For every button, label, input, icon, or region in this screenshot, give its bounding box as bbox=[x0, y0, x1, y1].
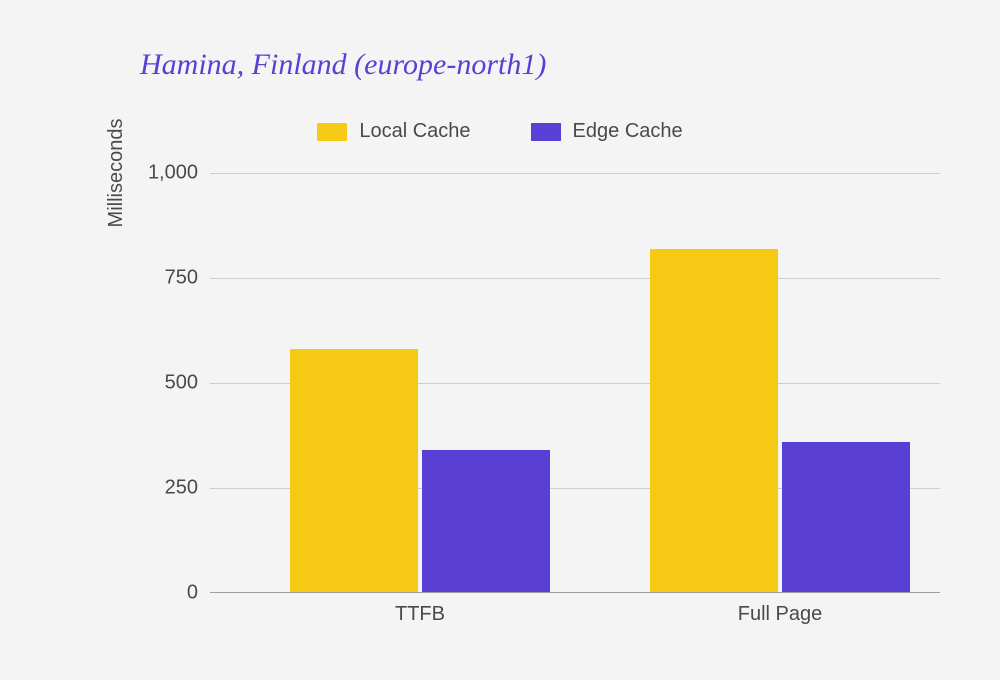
y-tick: 750 bbox=[118, 267, 198, 290]
legend-item-local-cache: Local Cache bbox=[317, 120, 470, 143]
y-axis-label: Milliseconds bbox=[105, 0, 128, 383]
bar-chart: 1,000 750 500 250 0 TTFB Full Page bbox=[210, 173, 940, 593]
y-tick: 500 bbox=[118, 372, 198, 395]
legend-label: Edge Cache bbox=[573, 120, 683, 143]
x-tick: TTFB bbox=[395, 603, 445, 626]
legend-label: Local Cache bbox=[359, 120, 470, 143]
bar-edge-cache-full-page bbox=[782, 442, 910, 593]
bar-local-cache-ttfb bbox=[290, 349, 418, 593]
legend-swatch-edge-cache bbox=[531, 123, 561, 141]
gridline bbox=[210, 278, 940, 279]
x-tick: Full Page bbox=[738, 603, 823, 626]
y-tick: 1,000 bbox=[118, 162, 198, 185]
gridline bbox=[210, 173, 940, 174]
y-tick: 250 bbox=[118, 477, 198, 500]
legend: Local Cache Edge Cache bbox=[0, 120, 1000, 143]
chart-title: Hamina, Finland (europe-north1) bbox=[140, 48, 546, 82]
bar-edge-cache-ttfb bbox=[422, 450, 550, 593]
x-axis-baseline bbox=[210, 592, 940, 593]
legend-swatch-local-cache bbox=[317, 123, 347, 141]
bar-local-cache-full-page bbox=[650, 249, 778, 593]
legend-item-edge-cache: Edge Cache bbox=[531, 120, 683, 143]
plot-area bbox=[210, 173, 940, 593]
y-tick: 0 bbox=[118, 582, 198, 605]
